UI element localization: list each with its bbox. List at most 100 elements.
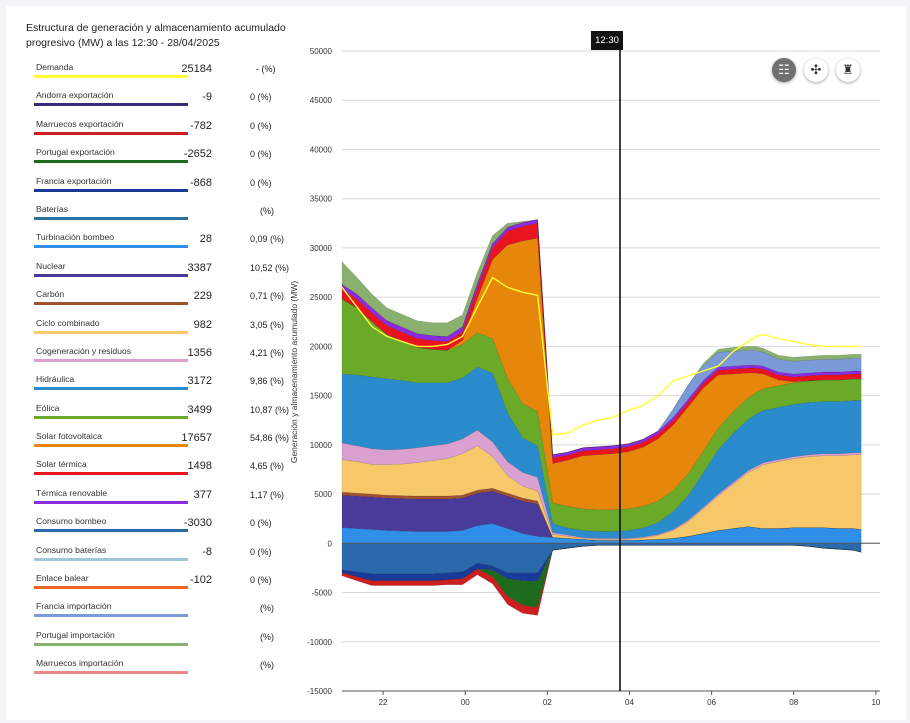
y-tick-label: 50000 [310,47,333,56]
y-tick-label: 35000 [310,195,333,204]
legend-item-swatch [34,671,188,675]
legend-item[interactable]: Portugal exportación -2652 0 (%) [34,143,284,171]
legend-item-swatch [34,160,188,164]
demand-line [341,276,862,436]
legend-item[interactable]: Turbinación bombeo 28 0,09 (%) [34,228,284,256]
legend-item-percent: 3,05 (%) [250,319,285,330]
legend-item-percent: 4,21 (%) [250,347,285,358]
legend-item-swatch [34,586,188,590]
series-area-consumo-bombeo [341,543,862,574]
legend-item[interactable]: Hidráulica 3172 9,86 (%) [34,370,284,398]
renewables-view-icon[interactable]: ✣ [804,58,828,82]
legend-item[interactable]: Consumo baterías -8 0 (%) [34,541,284,569]
y-tick-label: 25000 [310,293,333,302]
grouped-view-icon[interactable]: ☷ [772,58,796,82]
y-tick-label: 40000 [310,145,333,154]
legend-item-label: Cogeneración y residuos [36,345,132,356]
series-area-portugal-importaci-n [341,219,862,455]
legend-item-swatch [34,302,188,306]
legend-item[interactable]: Solar térmica 1498 4,65 (%) [34,455,284,483]
legend-item[interactable]: Enlace balear -102 0 (%) [34,569,284,597]
legend-item[interactable]: Demanda 25184 - (%) [34,58,284,86]
legend-item[interactable]: Andorra exportación -9 0 (%) [34,86,284,114]
chart-title: Estructura de generación y almacenamient… [26,22,286,49]
legend-item-label: Solar fotovoltaica [36,431,102,442]
legend-item-percent: 0 (%) [250,149,272,160]
legend-item-swatch [34,557,188,561]
legend-item[interactable]: Consumo bombeo -3030 0 (%) [34,512,284,540]
legend-item[interactable]: Cogeneración y residuos 1356 4,21 (%) [34,342,284,370]
legend-item-label: Francia exportación [36,175,112,186]
legend-item[interactable]: Solar fotovoltaica 17657 54,86 (%) [34,427,289,455]
y-tick-label: 10000 [310,441,333,450]
legend-item-value: -8 [202,545,212,558]
legend-item-percent: 0 (%) [250,546,272,557]
legend-item[interactable]: Ciclo combinado 982 3,05 (%) [34,314,284,342]
y-tick-label: 15000 [310,392,333,401]
legend-item[interactable]: Térmica renovable 377 1,17 (%) [34,484,284,512]
legend-item-swatch [34,387,188,391]
y-tick-label: 5000 [314,490,332,499]
legend-item[interactable]: Francia exportación -868 0 (%) [34,172,284,200]
legend-item-percent: 1,17 (%) [250,489,285,500]
y-tick-label: -15000 [307,687,332,696]
legend-item-swatch [34,245,188,249]
legend-item-swatch [34,330,188,334]
legend-item-label: Consumo bombeo [36,516,107,527]
series-area-hidr-ulica [341,366,862,539]
legend-item[interactable]: Francia importación (%) [34,597,284,625]
legend-item-value: -9 [202,91,212,104]
time-marker-label[interactable]: 12:30 [591,31,623,50]
x-tick-label: 06 [707,698,716,707]
legend-item[interactable]: Carbón 229 0,71 (%) [34,285,284,313]
legend-item-value: 3172 [187,375,212,388]
legend-item-label: Andorra exportación [36,90,114,101]
legend-item[interactable]: Marruecos importación (%) [34,654,284,682]
legend-item-percent: 0,71 (%) [250,291,285,302]
legend-item-label: Portugal exportación [36,147,115,158]
legend-item-label: Térmica renovable [36,487,108,498]
legend-item-value: 28 [199,233,212,246]
legend-item[interactable]: Marruecos exportación -782 0 (%) [34,115,284,143]
legend-item-swatch [34,131,188,135]
legend: Demanda 25184 - (%) Andorra exportación -9 0 … [34,58,289,683]
legend-item-percent: 10,52 (%) [250,262,290,273]
legend-item-percent: 0 (%) [250,518,272,529]
legend-item-label: Eólica [36,402,60,413]
legend-item-percent: 0 (%) [250,177,272,188]
legend-item-swatch [34,529,188,533]
legend-item-percent: 10,87 (%) [250,404,290,415]
legend-item-swatch [34,444,188,448]
non-renewables-view-icon[interactable]: ♜ [836,58,860,82]
legend-item-label: Consumo baterías [36,544,107,555]
legend-item-value: -782 [189,119,212,132]
legend-item-value: 229 [193,290,212,303]
legend-item-label: Solar térmica [36,459,87,470]
x-tick-label: 10 [871,698,880,707]
legend-item[interactable]: Eólica 3499 10,87 (%) [34,399,289,427]
legend-item-swatch [34,358,188,362]
legend-item-percent: 0 (%) [250,120,272,131]
legend-item-percent: (%) [260,660,274,671]
legend-item-swatch [34,415,188,419]
legend-item-label: Nuclear [36,260,66,271]
legend-item[interactable]: Portugal importación (%) [34,626,284,654]
legend-item-percent: 0 (%) [250,92,272,103]
y-tick-label: 45000 [310,96,333,105]
legend-item-value: 377 [193,488,212,501]
legend-item[interactable]: Baterías (%) [34,200,284,228]
legend-item-label: Portugal importación [36,629,115,640]
legend-item-label: Marruecos exportación [36,118,124,129]
legend-item-percent: 9,86 (%) [250,376,285,387]
legend-item-swatch [34,614,188,618]
legend-item-swatch [34,472,188,476]
legend-item-value: 982 [193,318,212,331]
legend-item-value: 3387 [187,261,212,274]
legend-item-label: Turbinación bombeo [36,232,115,243]
legend-item-percent: - (%) [256,64,276,74]
legend-item-percent: (%) [260,205,274,216]
legend-item[interactable]: Nuclear 3387 10,52 (%) [34,257,289,285]
legend-item-swatch [34,216,188,220]
legend-item-percent: (%) [260,631,274,642]
